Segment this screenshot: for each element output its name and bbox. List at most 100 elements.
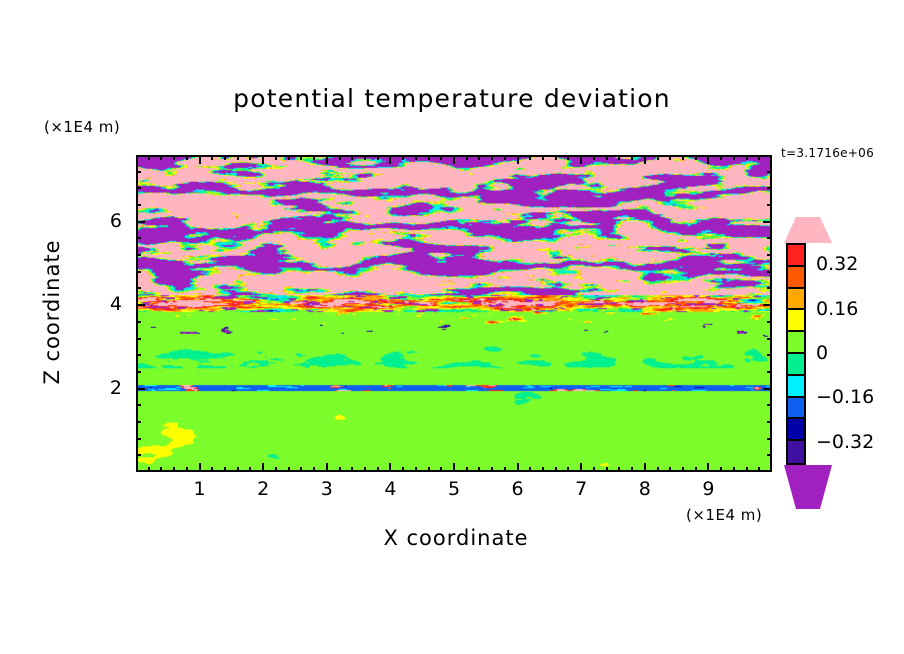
x-tick [427, 155, 430, 160]
colorbar-overflow-cap-top [784, 217, 832, 243]
x-tick [580, 155, 583, 164]
x-tick [669, 467, 672, 472]
x-tick [694, 467, 697, 472]
x-tick [287, 467, 290, 472]
x-tick [707, 155, 710, 164]
y-tick [767, 320, 772, 323]
y-axis-title: Z coordinate [40, 239, 64, 385]
x-tick [249, 155, 252, 160]
x-tick [567, 155, 570, 160]
x-tick [529, 155, 532, 160]
x-tick [720, 467, 723, 472]
y-tick-label: 4 [109, 293, 122, 316]
x-tick [745, 155, 748, 160]
y-tick [136, 270, 141, 273]
x-tick [681, 467, 684, 472]
y-tick-label: 2 [109, 376, 122, 399]
y-tick [136, 454, 141, 457]
x-tick [491, 467, 494, 472]
x-tick [338, 467, 341, 472]
x-tick [465, 467, 468, 472]
x-tick [720, 155, 723, 160]
x-tick [414, 155, 417, 160]
y-tick [136, 187, 141, 190]
x-tick [465, 155, 468, 160]
x-tick-label: 2 [257, 478, 270, 500]
y-tick [767, 420, 772, 423]
y-tick [763, 220, 772, 223]
x-tick [185, 467, 188, 472]
y-tick [767, 270, 772, 273]
x-tick [198, 463, 201, 472]
x-tick-label: 1 [193, 478, 206, 500]
colorbar-band-4 [788, 332, 804, 354]
y-tick [767, 370, 772, 373]
x-tick [211, 467, 214, 472]
y-tick [136, 204, 141, 207]
colorbar-band-0 [788, 245, 804, 267]
x-tick [440, 155, 443, 160]
x-tick-label: 8 [638, 478, 651, 500]
x-tick [758, 467, 761, 472]
x-tick [414, 467, 417, 472]
x-tick [274, 467, 277, 472]
y-tick [136, 354, 141, 357]
x-tick [681, 155, 684, 160]
x-tick [389, 155, 392, 164]
x-tick [338, 155, 341, 160]
x-tick [313, 155, 316, 160]
x-tick [262, 463, 265, 472]
colorbar-label-2: 0 [816, 342, 829, 364]
colorbar-band-6 [788, 375, 804, 398]
x-tick [325, 155, 328, 164]
timestamp-annotation: t=3.1716e+06 [781, 146, 875, 160]
x-tick [503, 155, 506, 160]
y-tick [136, 287, 141, 290]
z-axis-unit-label: (×1E4 m) [44, 118, 121, 136]
x-tick [605, 155, 608, 160]
x-tick [605, 467, 608, 472]
colorbar-label-4: −0.32 [816, 430, 875, 453]
x-tick [313, 467, 316, 472]
x-tick-label: 6 [511, 478, 524, 500]
y-tick [136, 420, 141, 423]
x-axis-unit-label: (×1E4 m) [686, 506, 763, 524]
x-tick [656, 467, 659, 472]
x-tick [224, 155, 227, 160]
x-tick [427, 467, 430, 472]
x-tick [758, 155, 761, 160]
y-tick [136, 337, 141, 340]
x-tick [236, 155, 239, 160]
x-tick [351, 155, 354, 160]
colorbar-band-3 [788, 310, 804, 333]
y-tick [763, 387, 772, 390]
x-tick [669, 155, 672, 160]
y-tick [767, 170, 772, 173]
x-tick [592, 467, 595, 472]
x-tick [643, 155, 646, 164]
x-tick [363, 467, 366, 472]
x-tick [236, 467, 239, 472]
x-tick [325, 463, 328, 472]
x-tick [542, 155, 545, 160]
colorbar-band-5 [788, 353, 804, 376]
x-tick [198, 155, 201, 164]
y-tick-label: 6 [109, 209, 122, 232]
x-tick [274, 155, 277, 160]
x-tick [287, 155, 290, 160]
x-tick [173, 155, 176, 160]
x-tick [453, 155, 455, 164]
y-tick [767, 254, 772, 257]
x-tick [656, 155, 659, 160]
x-tick [147, 155, 150, 160]
x-tick [745, 467, 748, 472]
y-tick [767, 237, 772, 240]
x-tick-label: 5 [447, 478, 461, 500]
x-tick [580, 463, 583, 472]
x-tick [453, 463, 455, 472]
y-tick [136, 170, 141, 173]
x-tick [185, 155, 188, 160]
colorbar-label-0: 0.32 [816, 253, 859, 276]
colorbar-band-8 [788, 419, 804, 442]
colorbar [786, 243, 806, 465]
